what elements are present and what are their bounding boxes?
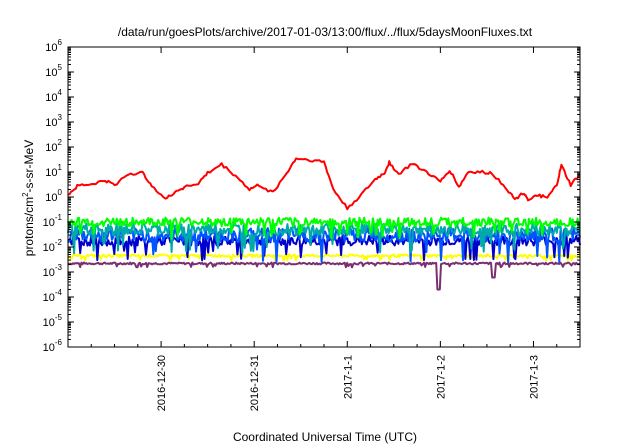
y-tick-label: 10-1: [43, 213, 63, 229]
y-tick-label: 10-2: [43, 238, 63, 254]
y-tick-label: 102: [45, 138, 62, 154]
y-tick-label: 10-6: [43, 338, 63, 354]
y-tick-label: 105: [45, 63, 62, 79]
y-axis-label-rest: -s-sr-MeV: [22, 140, 36, 193]
series-line: [67, 216, 581, 240]
y-tick-label: 104: [45, 88, 62, 104]
x-tick-label: 2017-1-2: [435, 355, 447, 399]
series-layer: [67, 157, 581, 291]
x-tick-label: 2017-1-3: [528, 355, 540, 399]
y-axis-label: protons/cm2-s-sr-MeV: [21, 140, 36, 256]
y-tick-label: 103: [45, 113, 62, 129]
svg-text:protons/cm2-s-sr-MeV: protons/cm2-s-sr-MeV: [21, 140, 36, 256]
series-line: [67, 253, 581, 262]
x-tick-label: 2017-1-1: [342, 355, 354, 399]
y-tick-label: 106: [45, 38, 62, 54]
y-tick-label: 10-4: [43, 288, 63, 304]
y-tick-label: 101: [45, 163, 62, 179]
x-tick-label: 2016-12-30: [156, 355, 168, 411]
series-line: [67, 261, 581, 291]
y-tick-label: 10-5: [43, 313, 63, 329]
series-line: [67, 157, 581, 211]
y-tick-label: 100: [45, 188, 62, 204]
x-axis-label: Coordinated Universal Time (UTC): [233, 430, 417, 444]
y-axis-label-base: protons/cm: [22, 197, 36, 256]
y-tick-label: 10-3: [43, 263, 63, 279]
x-tick-label: 2016-12-31: [249, 355, 261, 411]
y-axis-label-sup: 2: [21, 192, 30, 197]
plot-frame: [67, 46, 581, 348]
chart-title: /data/run/goesPlots/archive/2017-01-03/1…: [118, 25, 533, 39]
